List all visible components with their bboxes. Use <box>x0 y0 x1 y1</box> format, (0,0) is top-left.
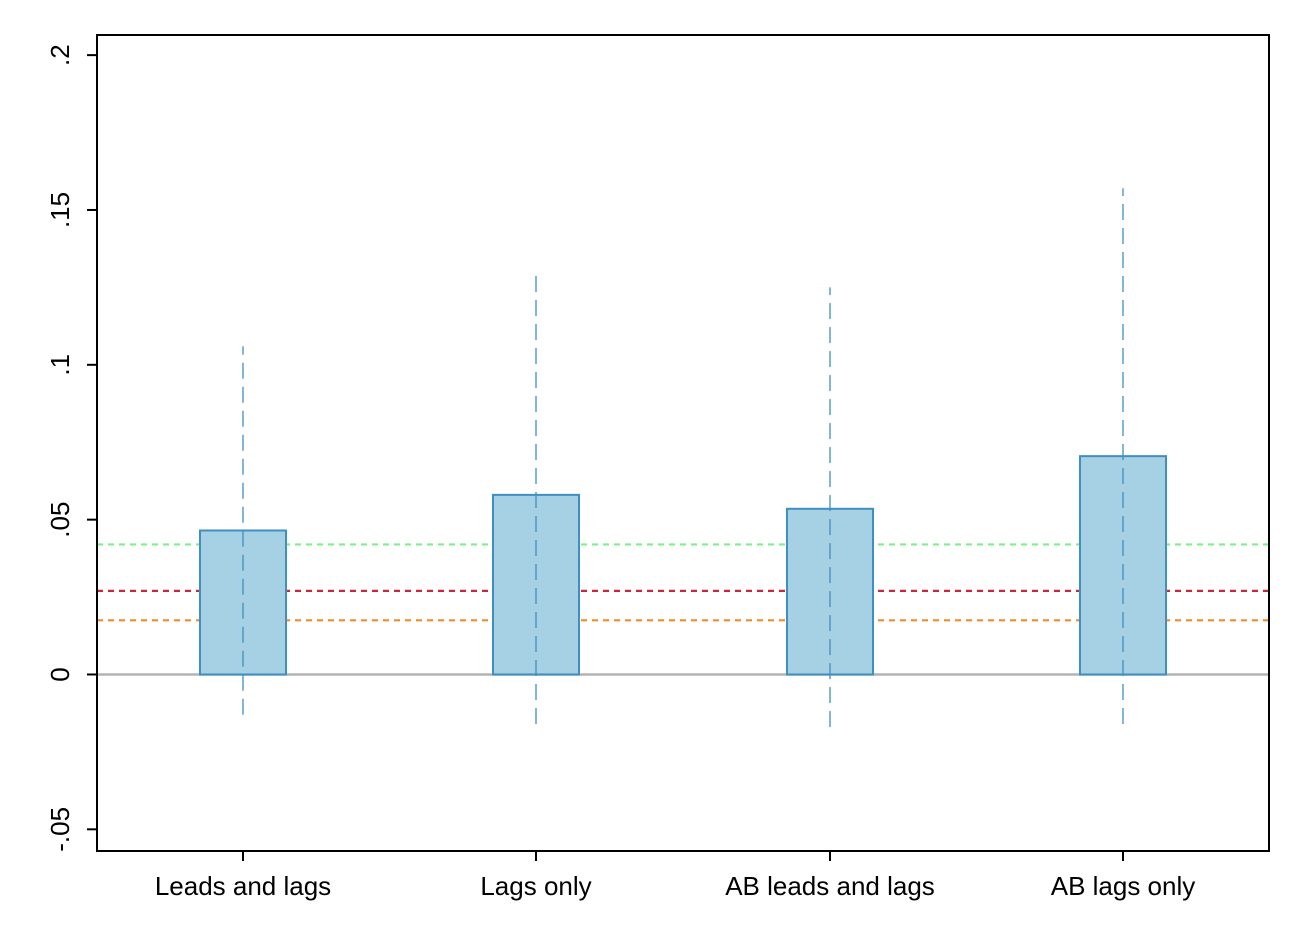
y-tick-label-1: -.05 <box>45 807 75 852</box>
x-axis: Leads and lags Lags only AB leads and lags… <box>155 851 1195 901</box>
y-tick-label-2: 0 <box>45 667 75 681</box>
plot-frame <box>96 34 1270 852</box>
x-tick-label-1: Leads and lags <box>155 871 331 901</box>
y-tick-label-4: .1 <box>45 354 75 376</box>
bar-1 <box>199 529 287 676</box>
x-tick-label-2: Lags only <box>480 871 591 901</box>
y-tick-label-3: .05 <box>45 502 75 538</box>
reference-lines <box>97 543 1269 676</box>
error-bars <box>242 188 1124 728</box>
y-tick-label-5: .15 <box>45 192 75 228</box>
y-axis: -.05 0 .05 .1 .15 .2 <box>45 44 97 852</box>
x-tick-label-3: AB leads and lags <box>725 871 935 901</box>
y-tick-label-6: .2 <box>45 44 75 66</box>
x-tick-label-4: AB lags only <box>1051 871 1196 901</box>
